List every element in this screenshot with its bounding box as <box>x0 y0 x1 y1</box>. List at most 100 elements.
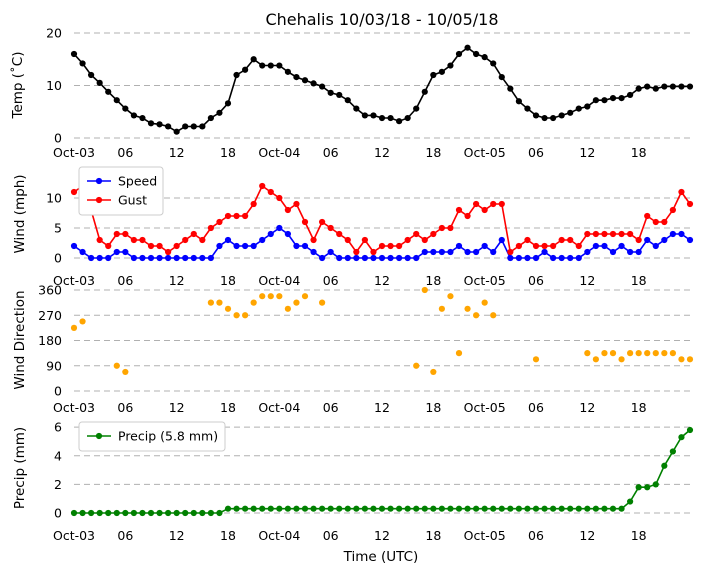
wind-series-speed-point <box>370 254 377 262</box>
wind-series-gust-point <box>378 242 386 250</box>
wind-series-speed-point <box>70 242 78 250</box>
temp-series-0-point <box>584 103 591 110</box>
wind-series-gust-point <box>387 242 394 250</box>
temp-series-0-point <box>635 85 642 92</box>
direction-series-0-point <box>678 356 685 363</box>
temp-series-0-point <box>404 114 411 122</box>
temp-series-0-point <box>515 98 522 105</box>
temp-xtick-label: 06 <box>323 145 339 160</box>
wind-series-speed-point <box>267 230 274 238</box>
direction-series-0-point <box>635 350 642 357</box>
precip-series-precip-5-8-mm-point <box>592 505 599 512</box>
wind-series-speed-point <box>507 254 514 262</box>
wind-series-speed-point <box>481 242 488 250</box>
direction-xtick-label: 06 <box>528 400 544 415</box>
precip-series-precip-5-8-mm-point <box>88 509 95 517</box>
wind-series-gust-point <box>438 224 445 232</box>
temp-xtick-label: 06 <box>117 145 133 160</box>
direction-ytick-label: 270 <box>38 308 62 323</box>
temp-ytick-label: 10 <box>46 78 62 93</box>
temp-series-0-point <box>686 83 694 90</box>
precip-legend: Precip (5.8 mm) <box>78 421 226 452</box>
wind-series-speed-point <box>652 242 659 250</box>
precip-series-precip-5-8-mm-point <box>182 509 189 517</box>
wind-series-gust-point <box>635 236 642 244</box>
precip-series-precip-5-8-mm-point <box>558 505 565 512</box>
direction-series-0-point <box>207 299 214 306</box>
precip-series-precip-5-8-mm-point <box>507 505 514 512</box>
wind-series-gust-point <box>122 230 129 238</box>
wind-series-gust-point <box>490 200 497 208</box>
precip-series-precip-5-8-mm-point <box>173 509 180 517</box>
precip-y-axis-label: Precip (mm) <box>12 427 28 509</box>
precip-xtick-label: 18 <box>631 528 647 543</box>
wind-series-gust-point <box>199 236 206 244</box>
wind-series-gust-point <box>678 188 685 196</box>
wind-series-gust-point <box>584 230 591 238</box>
direction-xtick-label: 18 <box>425 400 441 415</box>
direction-series-0-point <box>233 312 240 319</box>
temp-series-0-point <box>464 44 471 51</box>
direction-series-0-point <box>473 312 480 319</box>
precip-series-precip-5-8-mm-point <box>139 509 146 517</box>
temp-series-0-point <box>473 50 480 58</box>
wind-series-speed-point <box>421 248 428 256</box>
temp-series-0-point <box>524 105 531 112</box>
temp-series-0-point <box>387 114 394 122</box>
precip-xtick-label: 18 <box>425 528 441 543</box>
temp-series-0-point <box>644 83 651 90</box>
precip-series-precip-5-8-mm-point <box>96 509 103 517</box>
temp-ytick-label: 20 <box>46 26 62 41</box>
direction-series-0-point <box>609 350 617 357</box>
wind-series-speed-point <box>276 224 283 232</box>
temp-series-0-point <box>327 89 334 96</box>
precip-series-precip-5-8-mm-point <box>310 505 317 512</box>
wind-series-gust-point <box>404 236 411 244</box>
direction-series-0-point <box>267 293 274 300</box>
wind-series-speed-point <box>447 248 454 256</box>
wind-series-gust-point <box>644 212 651 220</box>
wind-series-gust-point <box>421 236 428 244</box>
precip-series-precip-5-8-mm-point <box>79 509 86 517</box>
wind-series-speed-point <box>88 254 95 262</box>
wind-series-speed-point <box>584 248 591 256</box>
direction-ytick-label: 180 <box>38 333 62 348</box>
temp-series-0-point <box>361 112 368 119</box>
wind-series-gust-point <box>105 242 112 250</box>
precip-series-precip-5-8-mm-point <box>669 448 676 455</box>
wind-series-gust-point <box>182 236 189 244</box>
precip-series-precip-5-8-mm-point <box>233 505 240 512</box>
direction-series-0-point <box>224 305 232 312</box>
direction-ytick-label: 90 <box>46 358 62 373</box>
wind-series-gust-point <box>284 206 291 214</box>
wind-xtick-label: 06 <box>117 273 133 288</box>
temp-series-0-point <box>669 83 676 90</box>
temp-series-0-point <box>259 62 266 69</box>
precip-series-precip-5-8-mm-point <box>396 505 403 512</box>
wind-series-gust-point <box>464 212 471 220</box>
temp-series-0-point <box>113 97 120 104</box>
wind-series-speed-point <box>190 254 197 262</box>
wind-series-gust-point <box>524 236 531 244</box>
precip-series-precip-5-8-mm-point <box>430 505 437 512</box>
wind-xtick-label: 18 <box>631 273 647 288</box>
temp-xtick-label: Oct-03 <box>53 145 95 160</box>
wind-series-speed-point <box>669 230 676 238</box>
wind-series-gust-point <box>541 242 548 250</box>
wind-series-speed-point <box>430 248 437 256</box>
wind-xtick-label: Oct-05 <box>464 273 506 288</box>
wind-series-speed-point <box>147 254 155 262</box>
temp-xtick-label: Oct-04 <box>258 145 300 160</box>
precip-xtick-label: 12 <box>374 528 390 543</box>
direction-xtick-label: 06 <box>323 400 339 415</box>
direction-series-0-point <box>301 293 309 300</box>
temp-series-0-point <box>455 50 463 58</box>
wind-series-speed-point <box>678 230 685 238</box>
precip-series-precip-5-8-mm-point <box>541 505 548 512</box>
wind-series-gust-point <box>276 194 283 202</box>
direction-series-0-point <box>430 368 437 376</box>
temp-series-0-point <box>267 62 274 69</box>
wind-series-gust-point <box>515 242 522 250</box>
temp-series-0-point <box>122 105 129 112</box>
wind-series-speed-point <box>353 254 360 262</box>
